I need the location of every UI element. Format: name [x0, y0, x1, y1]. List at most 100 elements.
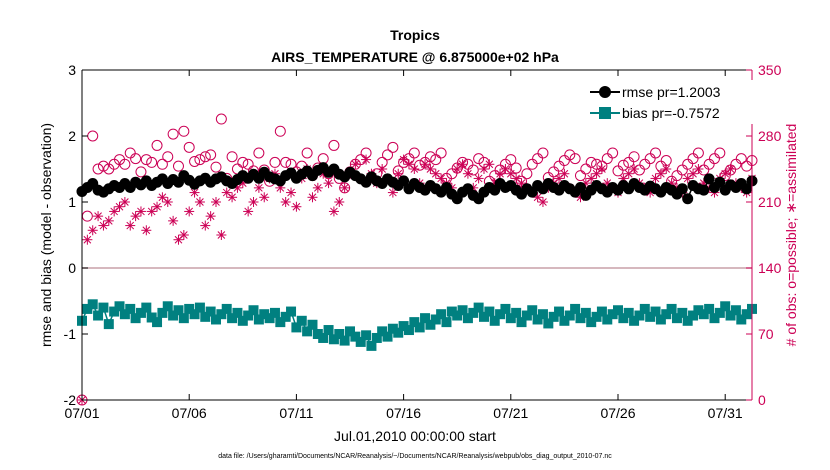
rmse-point — [676, 183, 688, 195]
asterisk-stroke — [662, 165, 671, 173]
obs-assimilated-point — [323, 178, 334, 189]
bias-point — [677, 307, 688, 318]
bias-point — [596, 306, 607, 317]
bias-point — [436, 309, 447, 320]
asterisk-stroke — [726, 165, 735, 173]
obs-possible-point — [537, 147, 549, 159]
bias-point — [103, 319, 114, 330]
bias-point — [730, 305, 741, 316]
chart-subtitle: AIRS_TEMPERATURE @ 6.875000e+02 hPa — [271, 49, 559, 65]
asterisk-stroke — [485, 160, 494, 169]
asterisk-stroke — [533, 193, 542, 202]
asterisk-stroke — [630, 165, 638, 173]
bias-point — [645, 311, 656, 322]
asterisk-stroke — [340, 184, 349, 192]
bias-point — [446, 306, 457, 317]
obs-possible-point — [574, 170, 586, 182]
obs-assimilated-point — [559, 168, 570, 179]
bias-point — [495, 309, 506, 320]
obs-possible-point — [435, 147, 447, 159]
obs-possible-point — [205, 149, 217, 161]
x-tick-label: 07/01 — [64, 405, 99, 421]
bias-point — [473, 302, 484, 313]
obs-possible-point — [135, 166, 147, 178]
bias-point — [591, 311, 602, 322]
asterisk-stroke — [292, 202, 301, 211]
asterisk-stroke — [185, 207, 194, 216]
y-left-tick-label: -1 — [64, 326, 77, 342]
bias-point — [420, 313, 431, 324]
asterisk-stroke — [517, 179, 526, 187]
obs-assimilated-point — [425, 164, 436, 174]
bias-point — [194, 302, 205, 313]
asterisk-stroke — [362, 155, 370, 164]
bias-point — [371, 332, 382, 343]
obs-assimilated-point — [194, 197, 205, 207]
obs-possible-point — [387, 141, 399, 153]
asterisk-stroke — [190, 188, 199, 197]
asterisk-stroke — [126, 221, 135, 230]
obs-possible-point — [119, 158, 131, 170]
asterisk-stroke — [394, 169, 403, 178]
bias-point — [479, 311, 489, 322]
plot-area — [82, 70, 752, 400]
rmse-point — [682, 193, 694, 205]
asterisk-stroke — [421, 160, 429, 169]
obs-assimilated-point — [393, 168, 404, 179]
rmse-point — [398, 175, 410, 187]
rmse-point — [698, 184, 710, 196]
asterisk-stroke — [137, 207, 145, 216]
bias-point — [511, 307, 522, 318]
bias-point — [607, 309, 618, 320]
bias-point — [521, 310, 532, 321]
obs-assimilated-point — [484, 159, 495, 170]
obs-assimilated-point — [361, 154, 372, 165]
obs-possible-point — [253, 147, 265, 159]
bias-point — [146, 312, 157, 323]
obs-assimilated-point — [152, 201, 163, 212]
bias-point — [269, 307, 280, 318]
obs-possible-point — [430, 154, 442, 166]
legend: rmse pr=1.2003 bias pr=-0.7572 — [586, 80, 756, 124]
bias-point — [650, 306, 661, 317]
y-left-tick-label: -2 — [64, 392, 77, 408]
bias-point — [462, 313, 473, 324]
bias-point — [264, 313, 275, 324]
bias-point — [425, 319, 436, 330]
bias-point — [318, 332, 329, 343]
y-axis-right-label: # of obs: o=possible; ∗=assimilated — [783, 124, 799, 347]
obs-assimilated-point — [162, 197, 173, 207]
footnote: data file: /Users/gharamti/Documents/NCA… — [218, 453, 612, 460]
bias-point — [741, 309, 752, 320]
y-right-tick-label: 280 — [758, 128, 782, 144]
bias-point — [253, 314, 264, 325]
bias-point — [655, 314, 666, 325]
obs-assimilated-point — [119, 197, 130, 207]
obs-possible-point — [199, 151, 211, 163]
x-tick-label: 07/31 — [708, 405, 743, 421]
obs-assimilated-point — [693, 164, 704, 174]
bias-point — [543, 318, 554, 329]
bias-point — [414, 322, 425, 333]
asterisk-stroke — [539, 198, 547, 206]
asterisk-stroke — [88, 226, 97, 235]
obs-possible-point — [408, 147, 420, 159]
asterisk-stroke — [501, 165, 510, 173]
obs-assimilated-point — [216, 230, 227, 240]
asterisk-stroke — [378, 165, 387, 173]
bias-point — [382, 331, 393, 342]
bias-point — [98, 302, 109, 313]
obs-possible-point — [650, 147, 662, 159]
bias-point — [441, 317, 452, 328]
obs-possible-point — [585, 156, 597, 168]
legend-box — [586, 80, 756, 124]
obs-assimilated-point — [253, 182, 264, 193]
obs-assimilated-point — [291, 201, 302, 212]
obs-possible-point — [215, 113, 227, 125]
y-axis-left-label: rmse and bias (model - observation) — [38, 123, 54, 347]
x-tick-label: 07/21 — [493, 405, 528, 421]
asterisk-stroke — [458, 160, 467, 169]
bias-point — [505, 313, 516, 324]
obs-assimilated-point — [682, 173, 693, 184]
